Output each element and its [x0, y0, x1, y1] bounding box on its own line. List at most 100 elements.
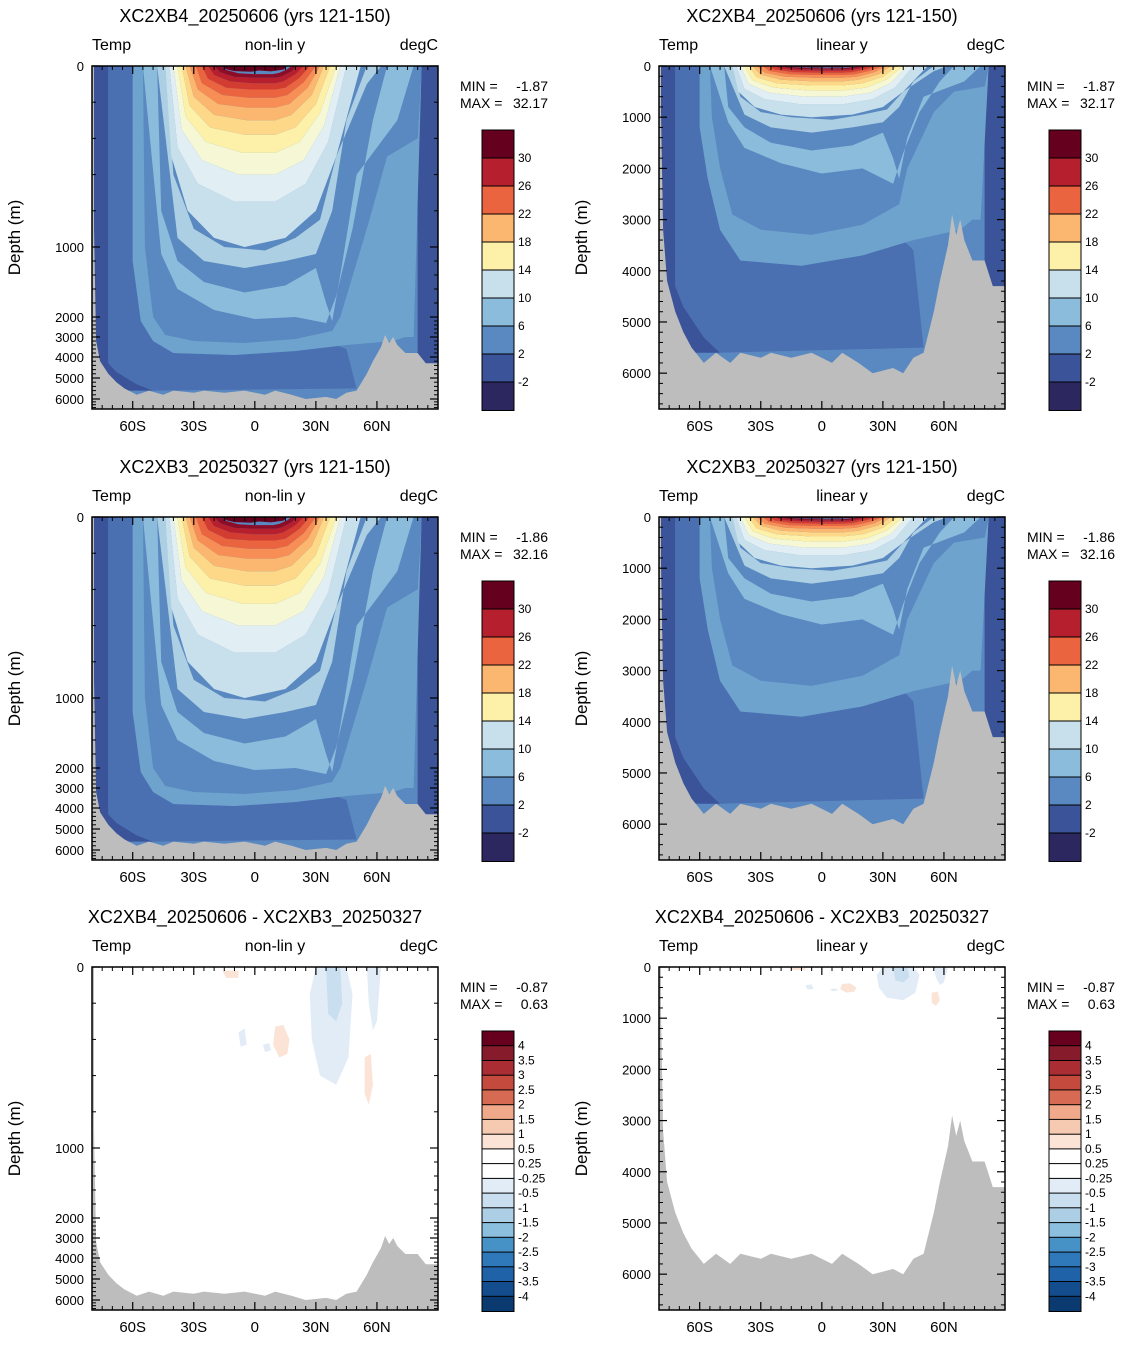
panel-title: XC2XB4_20250606 - XC2XB3_20250327	[655, 907, 989, 928]
colorbar-box	[1048, 1148, 1082, 1165]
colorbar-box	[1048, 353, 1082, 383]
temp-band	[752, 66, 891, 82]
colorbar-box	[481, 1060, 515, 1077]
colorbar-label: -2.5	[518, 1245, 539, 1259]
min-label: MIN =	[460, 78, 498, 94]
y-tick-label: 6000	[622, 366, 651, 381]
colorbar-label: -1.5	[518, 1216, 539, 1230]
y-axis-label: Depth (m)	[5, 200, 24, 276]
colorbar-label: 18	[518, 686, 532, 700]
colorbar-box	[481, 269, 515, 299]
colorbar-box	[1048, 1222, 1082, 1239]
colorbar-box	[1048, 1104, 1082, 1121]
colorbar-box	[481, 776, 515, 806]
colorbar-label: 0.5	[1085, 1142, 1102, 1156]
contour-field	[92, 517, 438, 860]
land-mask	[659, 967, 1005, 1310]
colorbar-box	[481, 325, 515, 355]
colorbar-label: -2.5	[1085, 1245, 1106, 1259]
max-value: 0.63	[1088, 996, 1115, 1012]
temp-band	[724, 66, 948, 133]
colorbar-label: 1	[518, 1127, 525, 1141]
colorbar-label: 1	[1085, 1127, 1092, 1141]
colorbar-box	[481, 804, 515, 834]
panel-1: XC2XB4_20250606 (yrs 121-150) Temp linear …	[572, 6, 1115, 435]
colorbar-box	[1048, 269, 1082, 299]
x-tick-label: 60S	[686, 869, 713, 886]
colorbar-label: -3	[1085, 1260, 1096, 1274]
x-tick-label: 30N	[869, 1319, 897, 1336]
temp-band	[185, 66, 324, 121]
colorbar-box	[481, 1295, 515, 1313]
units-label: degC	[400, 37, 438, 54]
colorbar-label: 22	[1085, 658, 1099, 672]
colorbar-box	[1048, 804, 1082, 834]
colorbar-box	[481, 580, 515, 610]
colorbar-box	[481, 1281, 515, 1298]
panel-title: XC2XB3_20250327 (yrs 121-150)	[119, 457, 390, 478]
colorbar-label: -2	[1085, 375, 1096, 389]
temp-band	[195, 517, 316, 549]
contour-field	[659, 517, 1005, 860]
colorbar-label: 2	[1085, 347, 1092, 361]
temp-band	[185, 517, 324, 572]
colorbar-box	[1048, 1074, 1082, 1091]
colorbar-box	[481, 692, 515, 722]
y-tick-label: 6000	[622, 1267, 651, 1282]
min-value: -1.86	[516, 529, 548, 545]
units-label: degC	[967, 488, 1005, 505]
temp-band	[208, 66, 304, 84]
x-tick-label: 60S	[686, 418, 713, 435]
y-tick-label: 3000	[622, 664, 651, 679]
colorbar-label: -4	[1085, 1289, 1096, 1303]
colorbar-box	[1048, 157, 1082, 187]
colorbar-box	[481, 664, 515, 694]
panel-3: XC2XB3_20250327 (yrs 121-150) Temp linear …	[572, 457, 1115, 886]
min-value: -1.86	[1083, 529, 1115, 545]
x-tick-label: 30N	[869, 869, 897, 886]
colorbar-label: 4	[518, 1039, 525, 1053]
min-value: -1.87	[516, 78, 548, 94]
y-tick-label: 2000	[55, 310, 84, 325]
temp-band	[177, 517, 337, 604]
colorbar-box	[481, 1045, 515, 1062]
temp-band	[165, 66, 361, 247]
x-tick-label: 60S	[119, 1319, 146, 1336]
temp-band	[189, 517, 320, 559]
x-tick-label: 60N	[930, 1319, 958, 1336]
temp-band	[775, 517, 871, 522]
colorbar-label: 3.5	[1085, 1053, 1102, 1067]
min-label: MIN =	[1027, 529, 1065, 545]
x-tick-label: 30N	[302, 1319, 330, 1336]
colorbar-label: 0.25	[518, 1157, 542, 1171]
colorbar-box	[481, 129, 515, 159]
temp-band	[108, 517, 357, 842]
y-tick-label: 6000	[55, 392, 84, 407]
colorbar-label: 2	[518, 798, 525, 812]
colorbar-box	[1048, 1281, 1082, 1298]
max-label: MAX =	[1027, 95, 1069, 111]
temp-band	[709, 517, 981, 635]
min-label: MIN =	[460, 979, 498, 995]
x-tick-label: 60N	[363, 1319, 391, 1336]
units-label: degC	[967, 938, 1005, 955]
temp-band	[157, 66, 381, 268]
temp-band	[732, 517, 928, 569]
scale-label: linear y	[816, 488, 868, 505]
y-tick-label: 5000	[55, 822, 84, 837]
x-tick-label: 30N	[869, 418, 897, 435]
temp-band	[781, 517, 865, 521]
y-tick-label: 2000	[622, 1062, 651, 1077]
y-tick-label: 0	[77, 510, 84, 525]
y-tick-label: 0	[644, 59, 651, 74]
colorbar-box	[481, 748, 515, 778]
temp-band	[775, 66, 871, 71]
temp-band	[709, 66, 981, 184]
colorbar-label: 6	[1085, 319, 1092, 333]
colorbar-label: 10	[518, 291, 532, 305]
temp-band	[762, 517, 883, 526]
diff-band	[273, 1024, 290, 1058]
temp-band	[201, 517, 310, 541]
colorbar-label: 18	[1085, 686, 1099, 700]
